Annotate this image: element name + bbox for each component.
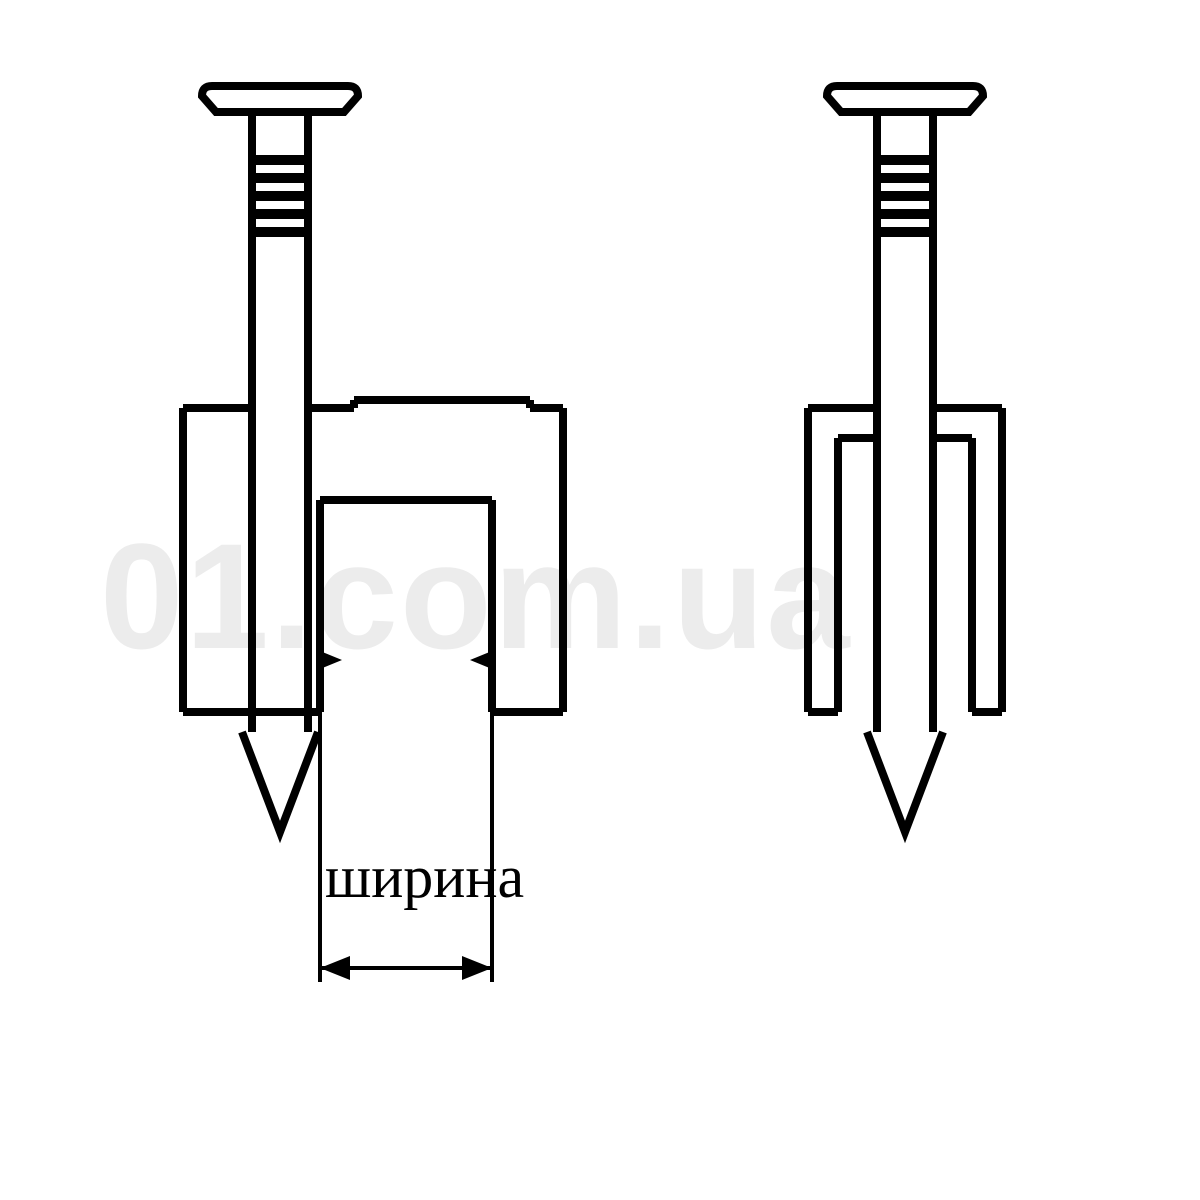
diagram-svg [0, 0, 1200, 1200]
diagram-canvas: 01.com.ua ширина [0, 0, 1200, 1200]
width-label: ширина [325, 843, 524, 912]
